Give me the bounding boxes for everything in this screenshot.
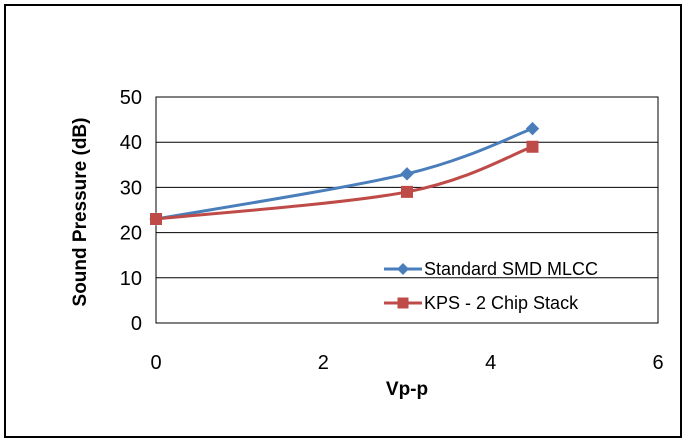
y-axis-ticks: 0 10 20 30 40 50 (120, 87, 142, 335)
y-tick-label: 40 (120, 132, 142, 154)
y-tick-label: 10 (120, 268, 142, 290)
x-tick-label: 0 (150, 352, 161, 374)
x-tick-label: 2 (318, 352, 329, 374)
x-tick-label: 6 (652, 352, 663, 374)
x-axis-title: Vp-p (386, 379, 428, 400)
chart-frame: 0 10 20 30 40 50 0 2 4 6 Vp-p Sound Pressure (dB… (4, 4, 682, 438)
plot-area (155, 96, 659, 324)
line-chart: 0 10 20 30 40 50 0 2 4 6 Vp-p Sound Pressure (dB… (70, 87, 664, 400)
y-tick-label: 20 (120, 223, 142, 245)
series-0 (149, 121, 540, 226)
x-tick-label: 4 (485, 352, 496, 374)
data-point-square (526, 140, 539, 153)
legend: Standard SMD MLCC KPS - 2 Chip Stack (384, 259, 598, 313)
legend-marker-diamond (397, 263, 409, 275)
series-line (155, 127, 534, 221)
y-tick-label: 50 (120, 87, 142, 109)
gridlines (156, 141, 658, 279)
legend-item-standard-smd-mlcc: Standard SMD MLCC (384, 259, 598, 279)
series-1 (150, 140, 539, 226)
y-tick-label: 0 (131, 313, 142, 335)
data-point-square (401, 185, 413, 198)
series-line (155, 145, 534, 221)
y-tick-label: 30 (120, 177, 142, 199)
legend-marker-square (397, 297, 409, 309)
data-point-diamond (400, 167, 414, 181)
y-axis-title: Sound Pressure (dB) (70, 118, 91, 307)
series-lines (149, 121, 540, 226)
x-axis-ticks: 0 2 4 6 (150, 352, 663, 374)
legend-item-kps-2-chip-stack: KPS - 2 Chip Stack (384, 293, 579, 313)
data-point-diamond (525, 121, 540, 136)
legend-label: KPS - 2 Chip Stack (424, 293, 579, 313)
data-point-square (150, 213, 162, 226)
legend-label: Standard SMD MLCC (424, 259, 598, 279)
